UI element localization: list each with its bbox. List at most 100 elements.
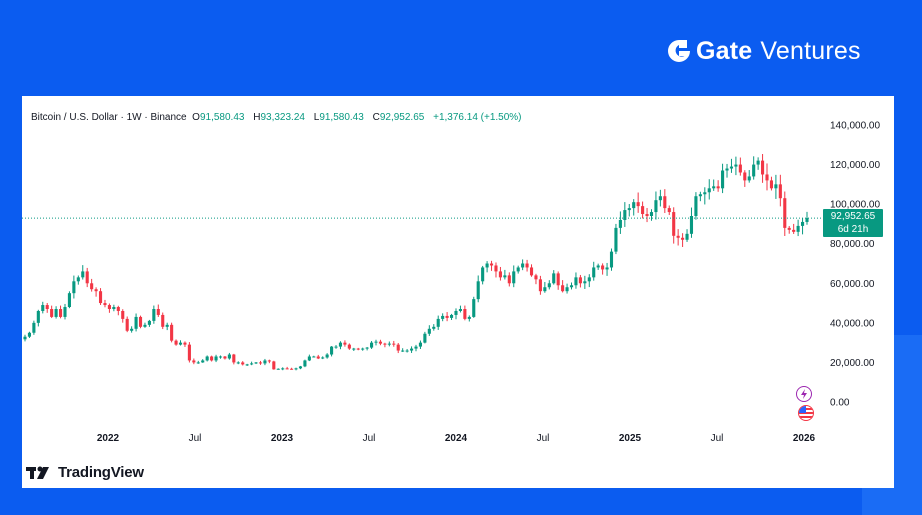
y-tick-label: 60,000.00 — [830, 279, 875, 290]
candle-body — [578, 277, 582, 284]
candle-body — [556, 273, 560, 286]
candle-body — [143, 324, 147, 327]
candle-body — [561, 285, 565, 292]
legend-open-value: 91,580.43 — [199, 112, 245, 123]
x-tick-label: Jul — [189, 433, 202, 444]
candle-body — [592, 267, 596, 278]
candle-body — [498, 271, 502, 278]
tradingview-logo[interactable]: TradingView — [26, 464, 144, 481]
candle-body — [316, 356, 320, 359]
candle-body — [601, 265, 605, 270]
legend-high-label: H — [253, 112, 261, 123]
candle-body — [67, 293, 71, 308]
candle-body — [374, 341, 378, 343]
candle-body — [734, 164, 738, 167]
candle-body — [423, 333, 427, 343]
chart-card: 0.00 20,000.00 40,000.00 60,000.00 80,000.00… — [22, 96, 894, 488]
candle-body — [574, 277, 578, 286]
candle-body — [445, 315, 449, 318]
candle-body — [481, 267, 485, 282]
candle-body — [387, 343, 391, 345]
candle-body — [525, 263, 529, 268]
candle-body — [165, 324, 169, 327]
legend-symbol: Bitcoin / U.S. Dollar · 1W · Binance — [31, 112, 187, 123]
candle-body — [725, 168, 729, 171]
candle-body — [632, 202, 636, 209]
candle-body — [232, 354, 236, 363]
candle-body — [170, 324, 174, 341]
tradingview-name: TradingView — [58, 464, 144, 481]
event-icon[interactable] — [796, 386, 812, 402]
candle-body — [636, 202, 640, 207]
candle-body — [134, 316, 138, 329]
candle-body — [307, 356, 311, 361]
candle-body — [689, 216, 694, 234]
candle-body — [805, 218, 809, 222]
lightning-icon — [801, 389, 807, 399]
candle-body — [45, 305, 49, 310]
candle-body — [54, 309, 58, 317]
candle-body — [769, 180, 774, 189]
candle-body — [405, 350, 409, 352]
candle-body — [529, 267, 534, 276]
candle-body — [205, 356, 209, 361]
chart-legend: Bitcoin / U.S. Dollar · 1W · Binance O91… — [31, 112, 522, 123]
candle-body — [721, 170, 725, 189]
candle-body — [192, 360, 196, 363]
candle-body — [623, 210, 627, 220]
us-flag-icon[interactable] — [798, 405, 814, 421]
candle-body — [147, 320, 151, 325]
candle-body — [330, 346, 334, 355]
candle-body — [121, 310, 125, 319]
candle-body — [223, 356, 227, 359]
x-tick-label: 2025 — [619, 433, 642, 444]
candle-body — [712, 186, 716, 189]
candle-body — [654, 200, 658, 213]
candle-body — [521, 263, 525, 268]
x-tick-label: 2023 — [271, 433, 294, 444]
candle-body — [698, 194, 702, 197]
candle-body — [796, 225, 800, 232]
candle-body — [267, 360, 271, 362]
x-tick-label: 2026 — [793, 433, 816, 444]
candle-body — [178, 342, 183, 345]
y-tick-label: 40,000.00 — [830, 318, 875, 329]
candle-body — [23, 336, 27, 340]
candle-body — [649, 212, 654, 217]
candle-body — [645, 214, 649, 217]
candle-body — [458, 309, 462, 311]
candle-body — [396, 344, 400, 351]
candle-body — [227, 354, 231, 359]
candle-body — [485, 263, 489, 268]
candle-body — [112, 307, 116, 310]
candle-body — [743, 172, 747, 181]
candle-body — [467, 316, 471, 319]
candlestick-chart[interactable]: 0.00 20,000.00 40,000.00 60,000.00 80,000.00… — [22, 96, 894, 488]
candle-body — [321, 357, 325, 359]
candle-body — [325, 354, 329, 358]
candle-body — [152, 309, 156, 321]
candle-body — [272, 361, 276, 370]
candle-body — [503, 275, 507, 278]
x-tick-label: 2024 — [445, 433, 468, 444]
candle-body — [94, 289, 98, 292]
tradingview-logo-icon — [26, 466, 49, 479]
candle-body — [472, 299, 476, 317]
y-tick-label: 0.00 — [830, 398, 850, 409]
y-tick-label: 20,000.00 — [830, 358, 875, 369]
candle-body — [36, 310, 40, 323]
candle-body — [103, 303, 107, 306]
candle-body — [161, 314, 165, 327]
candle-body — [463, 309, 467, 319]
candle-body — [756, 160, 760, 165]
candle-body — [569, 285, 574, 288]
candle-body — [303, 360, 307, 367]
legend-close-value: 92,952.65 — [379, 112, 425, 123]
candle-body — [792, 229, 796, 232]
candle-body — [214, 356, 218, 361]
candle-body — [90, 283, 94, 290]
candle-body — [547, 283, 551, 288]
candle-body — [512, 271, 516, 284]
legend-change: +1,376.14 (+1.50%) — [433, 112, 522, 123]
candle-body — [298, 366, 303, 369]
